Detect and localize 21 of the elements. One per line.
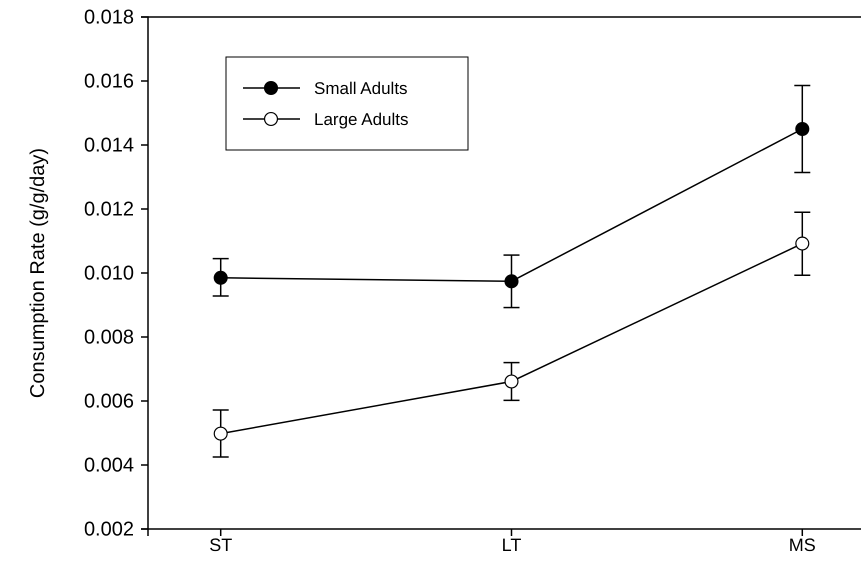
point [504, 374, 519, 388]
y-tick-label: 0.008 [84, 326, 134, 348]
y-tick-label: 0.002 [84, 518, 134, 540]
y-tick-label: 0.016 [84, 70, 134, 92]
point [795, 236, 810, 251]
y-tick-label: 0.010 [84, 262, 134, 284]
y-tick-label: 0.006 [84, 390, 134, 412]
point [214, 426, 228, 441]
x-tick-label: LT [502, 535, 522, 555]
y-tick-label: 0.018 [84, 6, 134, 28]
y-axis-title: Consumption Rate (g/g/day) [27, 148, 49, 398]
y-tick-label: 0.004 [84, 454, 134, 476]
y-tick-label: 0.014 [84, 134, 134, 156]
legend-label: Large Adults [314, 110, 409, 129]
point [795, 122, 810, 136]
y-tick-label: 0.012 [84, 198, 134, 220]
x-tick-label: ST [209, 535, 232, 555]
legend-label: Small Adults [314, 79, 408, 98]
point [214, 270, 228, 285]
x-tick-label: MS [788, 535, 816, 555]
point [504, 274, 519, 288]
